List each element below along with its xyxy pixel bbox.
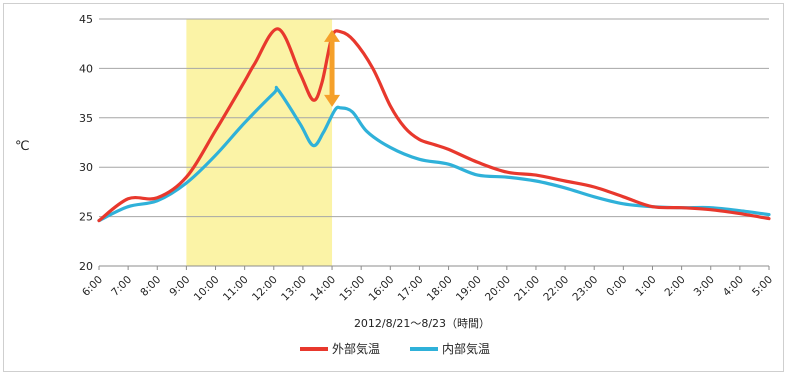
highlight-band [186, 19, 333, 266]
y-tick-label: 30 [79, 161, 93, 174]
y-tick-label: 35 [79, 112, 93, 125]
y-tick-label: 40 [79, 62, 93, 75]
x-tick-label: 14:00 [308, 274, 338, 304]
arrow-head-up [324, 29, 341, 42]
y-tick-label: 45 [79, 13, 93, 26]
x-tick-label: 17:00 [396, 274, 426, 304]
x-tick-label: 19:00 [454, 274, 484, 304]
x-tick-label: 10:00 [192, 274, 222, 304]
x-tick-label: 23:00 [570, 274, 600, 304]
legend-label-1: 内部気温 [442, 341, 490, 356]
x-tick-label: 5:00 [750, 274, 775, 299]
y-tick-label: 20 [79, 260, 93, 273]
arrow-head-down [324, 94, 341, 107]
x-tick-label: 21:00 [512, 274, 542, 304]
x-tick-label: 11:00 [221, 274, 251, 304]
x-tick-label: 7:00 [109, 274, 134, 299]
legend-label-0: 外部気温 [332, 341, 380, 356]
x-tick-label: 20:00 [483, 274, 513, 304]
x-tick-label: 1:00 [633, 274, 658, 299]
x-tick-label: 9:00 [167, 274, 192, 299]
x-tick-label: 15:00 [337, 274, 367, 304]
x-tick-label: 2:00 [663, 274, 688, 299]
series-line-0 [97, 27, 771, 223]
x-tick-label: 18:00 [425, 274, 455, 304]
y-tick-label: 25 [79, 211, 93, 224]
series-line-1 [97, 85, 771, 223]
x-tick-label: 13:00 [279, 274, 309, 304]
x-tick-label: 22:00 [541, 274, 571, 304]
x-axis-label: 2012/8/21～8/23（時間） [354, 317, 490, 330]
chart-frame: 20 25 30 35 40 45 6:00 7:00 8:00 9:00 10:00 11:00 1… [3, 3, 784, 372]
x-tick-label: 4:00 [721, 274, 746, 299]
x-tick-label: 0:00 [604, 274, 629, 299]
x-tick-label: 12:00 [250, 274, 280, 304]
x-tick-label: 16:00 [367, 274, 397, 304]
x-tick-label: 6:00 [80, 274, 105, 299]
y-axis-label: ℃ [15, 139, 30, 154]
x-tick-label: 8:00 [138, 274, 163, 299]
x-tick-label: 3:00 [692, 274, 717, 299]
